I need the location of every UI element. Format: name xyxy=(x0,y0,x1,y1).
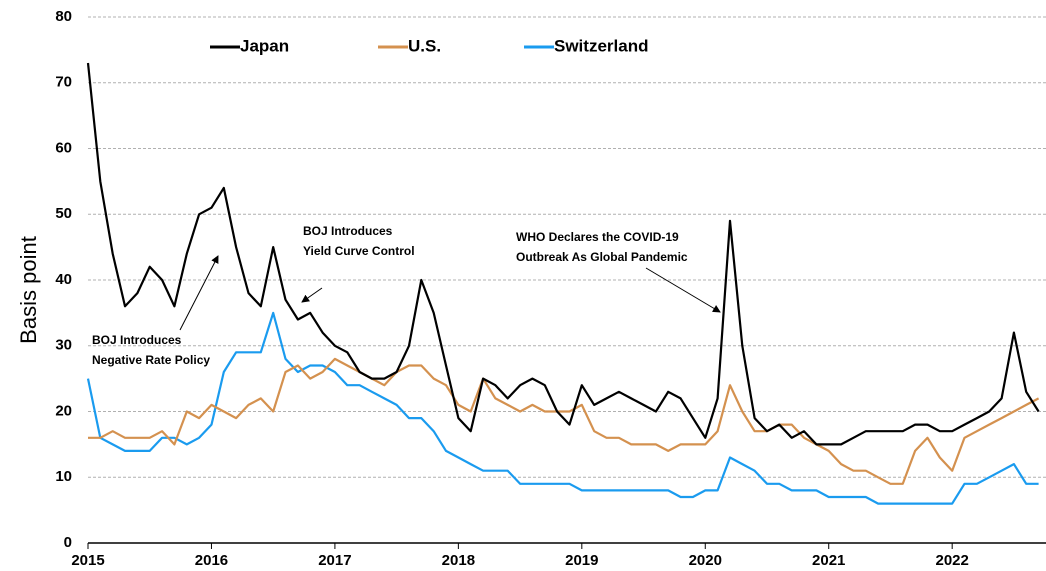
x-tick-label: 2020 xyxy=(689,552,722,569)
legend-label: U.S. xyxy=(408,36,441,55)
x-tick-label: 2015 xyxy=(71,552,104,569)
legend-label: Japan xyxy=(240,36,289,55)
x-tick-label: 2017 xyxy=(318,552,351,569)
annotation: WHO Declares the COVID-19 xyxy=(516,230,679,244)
x-tick-label: 2016 xyxy=(195,552,228,569)
annotation-arrows xyxy=(179,255,721,331)
arrow xyxy=(179,255,219,331)
legend-label: Switzerland xyxy=(554,36,648,55)
x-tick-label: 2018 xyxy=(442,552,475,569)
x-tick-label: 2022 xyxy=(935,552,968,569)
annotation: BOJ Introduces xyxy=(92,333,182,347)
series-line xyxy=(86,62,1040,446)
y-tick-label: 10 xyxy=(55,468,72,485)
x-tick-label: 2021 xyxy=(812,552,845,569)
annotation: Negative Rate Policy xyxy=(92,353,210,367)
annotation: Outbreak As Global Pandemic xyxy=(516,250,688,264)
series-line xyxy=(88,357,1040,485)
y-tick-label: 0 xyxy=(64,534,72,551)
arrow xyxy=(645,267,721,313)
y-tick-label: 60 xyxy=(55,139,72,156)
x-tick-label: 2019 xyxy=(565,552,598,569)
y-tick-label: 30 xyxy=(55,337,72,354)
y-tick-label: 80 xyxy=(55,8,72,25)
y-tick-label: 20 xyxy=(55,402,72,419)
series-line xyxy=(86,311,1039,505)
annotation: BOJ Introduces xyxy=(303,224,393,238)
y-tick-label: 50 xyxy=(55,205,72,222)
y-tick-label: 40 xyxy=(55,271,72,288)
y-axis-label: Basis point xyxy=(16,236,41,344)
annotation: Yield Curve Control xyxy=(303,244,415,258)
arrow xyxy=(301,287,323,303)
y-tick-label: 70 xyxy=(55,74,72,91)
